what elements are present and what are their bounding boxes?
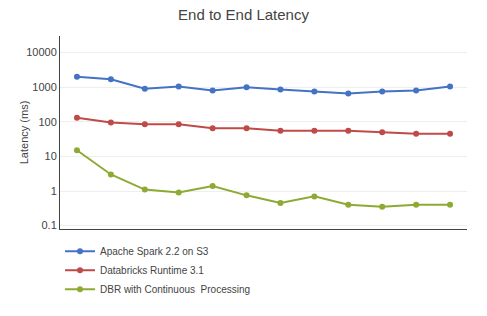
svg-text:Latency (ms): Latency (ms) — [18, 101, 30, 165]
svg-text:Databricks Runtime 3.1: Databricks Runtime 3.1 — [100, 265, 204, 276]
svg-text:1: 1 — [51, 185, 57, 197]
svg-text:10000: 10000 — [26, 46, 57, 58]
svg-text:100: 100 — [38, 116, 56, 128]
svg-text:0.1: 0.1 — [42, 219, 57, 231]
svg-text:End to End Latency: End to End Latency — [178, 6, 309, 23]
svg-text:DBR with Continuous Processin: DBR with Continuous Processing — [100, 284, 250, 295]
svg-text:1000: 1000 — [32, 81, 56, 93]
svg-text:10: 10 — [45, 150, 57, 162]
svg-text:Apache Spark 2.2 on S3: Apache Spark 2.2 on S3 — [100, 246, 209, 257]
